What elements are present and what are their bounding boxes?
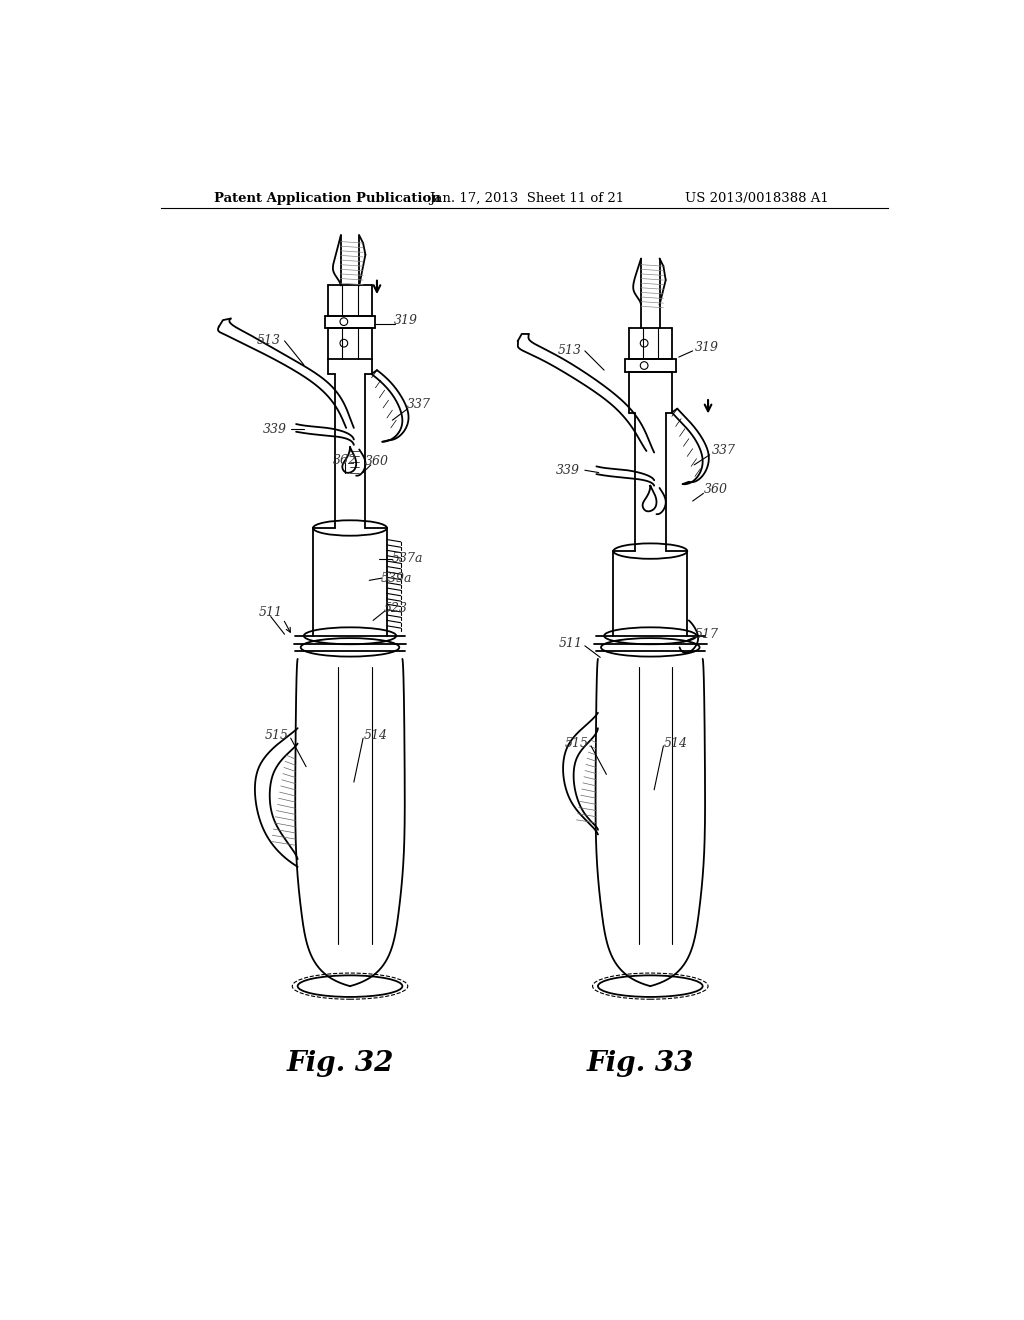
Text: 537a: 537a	[392, 552, 424, 565]
Text: 517: 517	[694, 628, 719, 640]
Text: 339: 339	[263, 422, 288, 436]
Text: Fig. 32: Fig. 32	[287, 1049, 393, 1077]
Text: 513: 513	[557, 345, 582, 358]
Text: 337: 337	[408, 399, 431, 412]
Text: 319: 319	[694, 341, 719, 354]
Text: 513: 513	[257, 334, 282, 347]
Text: 337: 337	[712, 445, 735, 458]
Text: Jan. 17, 2013  Sheet 11 of 21: Jan. 17, 2013 Sheet 11 of 21	[429, 191, 625, 205]
Text: 514: 514	[664, 737, 688, 750]
Text: 360: 360	[703, 483, 728, 496]
Text: 515: 515	[265, 730, 289, 742]
Text: 511: 511	[259, 606, 283, 619]
Text: 362: 362	[333, 454, 356, 467]
Text: 511: 511	[559, 638, 583, 649]
Text: Patent Application Publication: Patent Application Publication	[214, 191, 440, 205]
Text: 339: 339	[556, 463, 580, 477]
Text: US 2013/0018388 A1: US 2013/0018388 A1	[685, 191, 828, 205]
Text: 319: 319	[394, 314, 418, 326]
Text: 514: 514	[364, 730, 387, 742]
Text: 523: 523	[384, 602, 409, 615]
Text: 360: 360	[365, 454, 389, 467]
Text: Fig. 33: Fig. 33	[587, 1049, 694, 1077]
Text: 539a: 539a	[381, 572, 412, 585]
Text: 515: 515	[565, 737, 589, 750]
